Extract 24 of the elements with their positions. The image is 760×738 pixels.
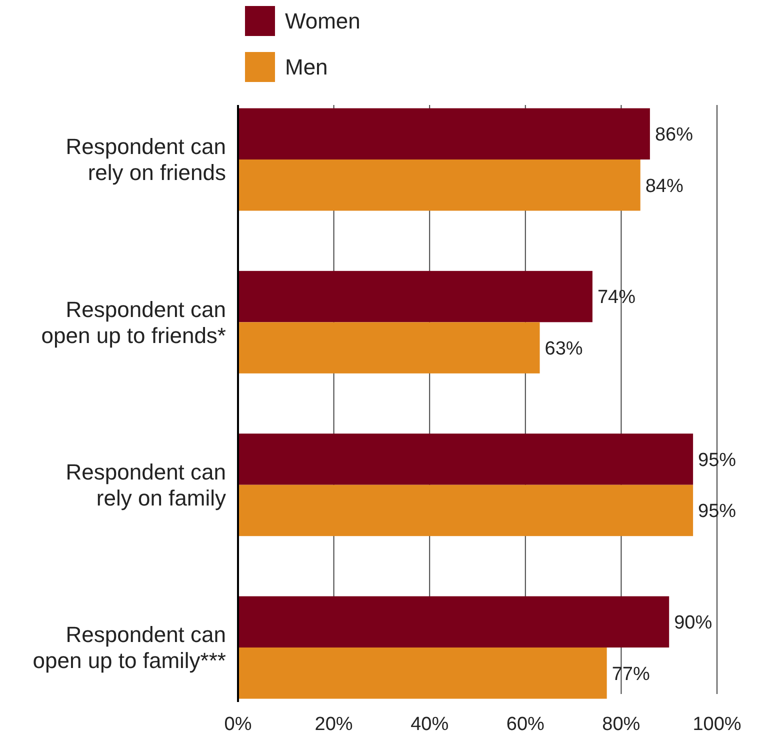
x-tick-label: 100% [692, 714, 742, 735]
data-label: 63% [544, 338, 583, 360]
bar [238, 596, 670, 648]
legend-label: Men [285, 54, 328, 80]
bar [238, 159, 640, 211]
bar [238, 648, 607, 699]
legend-label: Women [285, 8, 360, 34]
data-label: 84% [645, 176, 684, 197]
x-tick-label: 60% [506, 714, 545, 735]
data-label: 86% [654, 124, 694, 146]
y-tick-label: Respondent can rely on family [66, 460, 226, 511]
y-tick-label: Respondent can open up to family*** [32, 622, 226, 674]
bar [238, 270, 592, 322]
bar [238, 108, 650, 160]
x-tick-label: 80% [602, 714, 640, 735]
bar [238, 322, 540, 374]
bar [238, 484, 694, 536]
y-tick-label: Respondent can rely on friends [66, 134, 226, 186]
bar [238, 434, 694, 485]
y-tick-label: Respondent can open up to friends* [41, 296, 226, 348]
x-tick-label: 40% [410, 714, 449, 735]
x-tick-label: 20% [314, 714, 353, 735]
data-label: 90% [674, 612, 712, 634]
x-tick-label: 0% [224, 714, 252, 735]
